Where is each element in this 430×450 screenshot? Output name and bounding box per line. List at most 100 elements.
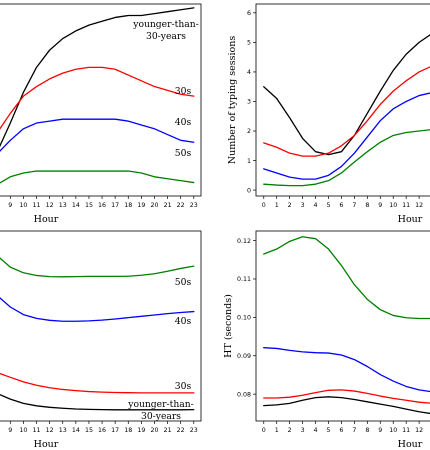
- y-axis-title: HT (seconds): [223, 294, 234, 358]
- x-tick-label: 9: [378, 202, 382, 209]
- y-tick-label: 5: [247, 40, 251, 47]
- y-tick-label: 4: [247, 69, 251, 76]
- x-axis-title: Hour: [398, 214, 423, 225]
- x-tick-label: 16: [98, 202, 106, 209]
- x-tick-label: 15: [85, 202, 93, 209]
- x-tick-label: 13: [59, 202, 67, 209]
- x-tick-label: 3: [301, 202, 305, 209]
- series-label-40s: 40s: [175, 117, 192, 128]
- x-tick-label: 1: [275, 202, 279, 209]
- x-tick-label: 11: [402, 427, 410, 434]
- x-tick-label: 14: [72, 427, 80, 434]
- x-tick-label: 1: [275, 427, 279, 434]
- y-tick-label: 6: [247, 10, 251, 17]
- x-tick-label: 8: [365, 202, 369, 209]
- x-tick-label: 7: [352, 427, 356, 434]
- series-line-younger-than-30-years: [0, 7, 195, 148]
- x-tick-label: 0: [262, 427, 266, 434]
- x-tick-label: 2: [288, 202, 292, 209]
- x-tick-label: 12: [415, 202, 423, 209]
- x-tick-label: 12: [46, 427, 54, 434]
- series-label-younger-than-30-years: younger-than-: [132, 19, 198, 30]
- y-axis-title: Number of typing sessions: [227, 36, 238, 165]
- x-tick-label: 9: [8, 427, 12, 434]
- series-label-younger-than-30-years: younger-than-: [127, 399, 193, 410]
- series-line-50s: [263, 129, 430, 187]
- panel-bottom-left: 9 10 11 12 13 14 15 16 17 18 19 20 21 22 23 Hour younger…: [0, 230, 202, 450]
- plot-frame: [0, 3, 202, 197]
- series-line-40s: [0, 297, 195, 322]
- x-tick-label: 12: [46, 202, 54, 209]
- series-label-40s: 40s: [175, 316, 192, 327]
- x-tick-label: 8: [365, 427, 369, 434]
- x-tick-label: 10: [19, 202, 27, 209]
- x-tick-label: 4: [314, 202, 318, 209]
- y-tick-label: 0.12: [237, 238, 251, 245]
- x-tick-label: 0: [262, 202, 266, 209]
- x-tick-label: 7: [352, 202, 356, 209]
- y-tick-label: 0.09: [237, 353, 251, 360]
- x-tick-label: 10: [389, 202, 397, 209]
- x-tick-label: 6: [339, 202, 343, 209]
- y-tick-label: 0.11: [237, 276, 251, 283]
- x-tick-label: 9: [378, 427, 382, 434]
- plot-frame: [255, 230, 430, 422]
- panel-bottom-right: 0 1 2 3 4 5 6 7 8 9 10 11 120.080.090.100.110.12Hour…: [223, 230, 430, 450]
- plot-frame: [0, 230, 202, 422]
- x-tick-label: 18: [124, 427, 132, 434]
- x-tick-label: 20: [150, 202, 158, 209]
- x-tick-label: 12: [415, 427, 423, 434]
- series-label-50s: 50s: [175, 148, 192, 159]
- x-tick-label: 11: [33, 427, 41, 434]
- x-tick-label: 23: [190, 202, 198, 209]
- series-line-40s: [0, 118, 195, 152]
- y-tick-label: 0.10: [237, 315, 251, 322]
- x-tick-label: 23: [190, 427, 198, 434]
- x-tick-label: 22: [177, 427, 185, 434]
- x-tick-label: 19: [137, 202, 145, 209]
- series-line-50s: [263, 236, 430, 320]
- y-tick-label: 0.08: [237, 391, 251, 398]
- x-axis-title: Hour: [34, 439, 59, 450]
- series-label-50s: 50s: [175, 277, 192, 288]
- x-tick-label: 21: [164, 427, 172, 434]
- series-line-younger-than-30-years: [263, 396, 430, 415]
- y-tick-label: 0: [247, 187, 251, 194]
- x-tick-label: 5: [326, 427, 330, 434]
- series-line-younger-than-30-years: [263, 34, 430, 156]
- x-tick-label: 9: [8, 202, 12, 209]
- x-tick-label: 10: [19, 427, 27, 434]
- x-axis-title: Hour: [34, 214, 59, 225]
- x-tick-label: 17: [111, 427, 119, 434]
- x-tick-label: 5: [326, 202, 330, 209]
- x-tick-label: 20: [150, 427, 158, 434]
- series-label-younger-than-30-years: 30-years: [146, 31, 186, 42]
- plot-frame: [255, 3, 430, 197]
- x-tick-label: 17: [111, 202, 119, 209]
- series-label-30s: 30s: [175, 381, 192, 392]
- series-line-30s: [0, 372, 195, 394]
- x-tick-label: 3: [301, 427, 305, 434]
- series-label-30s: 30s: [175, 86, 192, 97]
- x-tick-label: 2: [288, 427, 292, 434]
- series-line-30s: [263, 389, 430, 404]
- series-line-50s: [0, 257, 195, 278]
- y-tick-label: 1: [247, 158, 251, 165]
- series-line-50s: [0, 170, 195, 184]
- x-tick-label: 16: [98, 427, 106, 434]
- x-tick-label: 22: [177, 202, 185, 209]
- x-tick-label: 15: [85, 427, 93, 434]
- series-line-40s: [263, 347, 430, 393]
- x-tick-label: 10: [389, 427, 397, 434]
- series-line-40s: [263, 92, 430, 180]
- series-line-30s: [0, 66, 195, 130]
- series-label-younger-than-30-years: 30-years: [141, 411, 181, 422]
- panel-top-left: 9 10 11 12 13 14 15 16 17 18 19 20 21 22 23 Hour younger…: [0, 3, 202, 225]
- x-tick-label: 19: [137, 427, 145, 434]
- x-tick-label: 4: [314, 427, 318, 434]
- x-tick-label: 14: [72, 202, 80, 209]
- series-line-younger-than-30-years: [0, 393, 195, 411]
- y-tick-label: 2: [247, 128, 251, 135]
- x-tick-label: 21: [164, 202, 172, 209]
